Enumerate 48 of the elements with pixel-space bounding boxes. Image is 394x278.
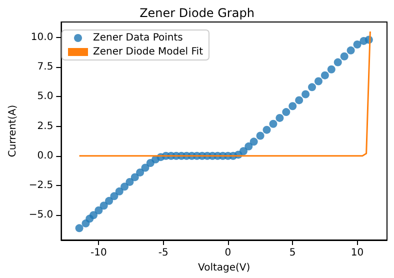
point [100,202,108,210]
point [314,77,322,86]
point [250,138,258,146]
x-tick-label: 5 [289,248,296,258]
y-tick-label: 2.5 [37,120,54,132]
point [110,192,118,200]
point [353,40,362,49]
point [256,132,264,140]
point [282,108,290,116]
x-tick-label: 0 [224,248,232,258]
legend-label: Zener Diode Model Fit [93,46,204,58]
y-tick-label: 7.5 [37,62,54,73]
y-tick-label: 5.0 [37,91,54,102]
point [75,224,84,232]
point [105,196,114,205]
point [126,178,134,186]
point [346,46,355,54]
point [288,102,297,110]
point [141,164,150,172]
point [94,206,103,214]
x-axis-title: Voltage(V) [198,262,250,274]
y-axis-title: Current(A) [8,104,18,158]
x-tick-label: -10 [90,248,107,258]
point [308,83,316,92]
point [327,65,336,74]
point [302,90,310,98]
point [276,114,284,122]
point [269,120,278,128]
point [130,173,139,182]
point [120,182,129,191]
point [90,211,98,220]
point [239,147,248,156]
y-tick-label: 10.0 [30,32,54,43]
x-tick-label: -5 [158,248,168,258]
x-tick-label: 10 [350,248,364,258]
y-tick-label: 0.0 [37,150,54,162]
y-tick-label: −5.0 [28,210,54,221]
point [136,168,144,176]
point [244,142,253,150]
point [334,58,342,66]
point [115,187,124,196]
point [295,96,304,104]
legend-label: Zener Data Points [93,32,183,44]
point [262,126,271,134]
y-tick-label: −2.5 [28,180,54,191]
chart-title: Zener Diode Graph [140,6,254,20]
point [320,71,329,80]
point [340,52,348,60]
